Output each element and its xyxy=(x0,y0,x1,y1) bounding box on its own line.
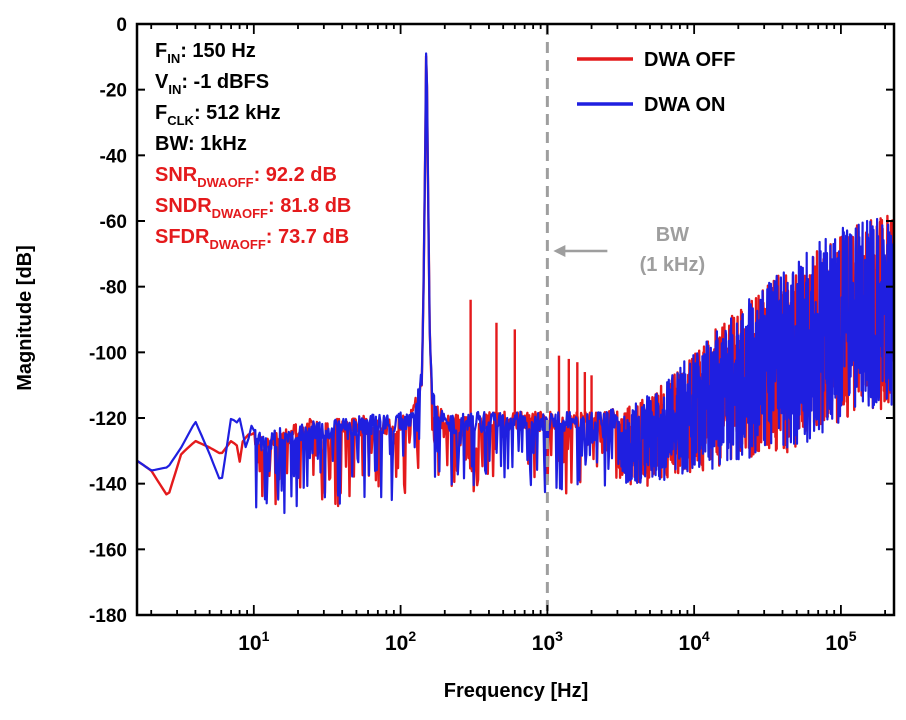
y-tick-label: -40 xyxy=(100,146,127,167)
legend: DWA OFF DWA ON xyxy=(577,49,735,116)
y-tick-label: -120 xyxy=(89,409,127,430)
y-tick-label: 0 xyxy=(116,15,127,36)
annotation-line: BW: 1kHz xyxy=(155,133,247,155)
x-tick-label: 103 xyxy=(532,628,563,655)
y-tick-label: -100 xyxy=(89,343,127,364)
y-axis: 0 -20 -40 -60 -80 -100 -120 -140 -160 -180 xyxy=(89,15,894,627)
x-tick-label: 102 xyxy=(385,628,416,655)
bw-arrow-head xyxy=(553,245,566,257)
y-tick-label: -60 xyxy=(100,212,127,233)
annotation-line: SNRDWAOFF: 92.2 dB xyxy=(155,164,337,190)
annotation-line: SFDRDWAOFF: 73.7 dB xyxy=(155,226,349,252)
annotation-line: SNDRDWAOFF: 81.8 dB xyxy=(155,195,351,221)
annotation-line: VIN: -1 dBFS xyxy=(155,71,269,97)
bw-label-line2: (1 kHz) xyxy=(640,254,706,276)
annotation-line: FIN: 150 Hz xyxy=(155,40,256,66)
y-tick-label: -160 xyxy=(89,540,127,561)
x-axis: 101 102 103 104 105 xyxy=(150,24,886,655)
annotation-line: FCLK: 512 kHz xyxy=(155,102,281,128)
x-tick-label: 105 xyxy=(825,628,856,655)
series-line xyxy=(137,52,894,515)
x-tick-label: 101 xyxy=(238,628,269,655)
legend-label: DWA ON xyxy=(644,94,725,116)
x-tick-label: 104 xyxy=(679,628,710,655)
y-tick-label: -140 xyxy=(89,475,127,496)
legend-label: DWA OFF xyxy=(644,49,735,71)
y-tick-label: -180 xyxy=(89,606,127,627)
x-axis-label: Frequency [Hz] xyxy=(444,680,588,702)
bw-marker: BW (1 kHz) xyxy=(545,24,706,615)
traces xyxy=(137,52,894,515)
annotation-box: FIN: 150 Hz VIN: -1 dBFS FCLK: 512 kHz BW: … xyxy=(155,40,351,252)
y-tick-label: -20 xyxy=(100,81,127,102)
y-axis-label: Magnitude [dB] xyxy=(14,245,36,391)
y-tick-label: -80 xyxy=(100,278,127,299)
bw-label-line1: BW xyxy=(656,224,689,246)
